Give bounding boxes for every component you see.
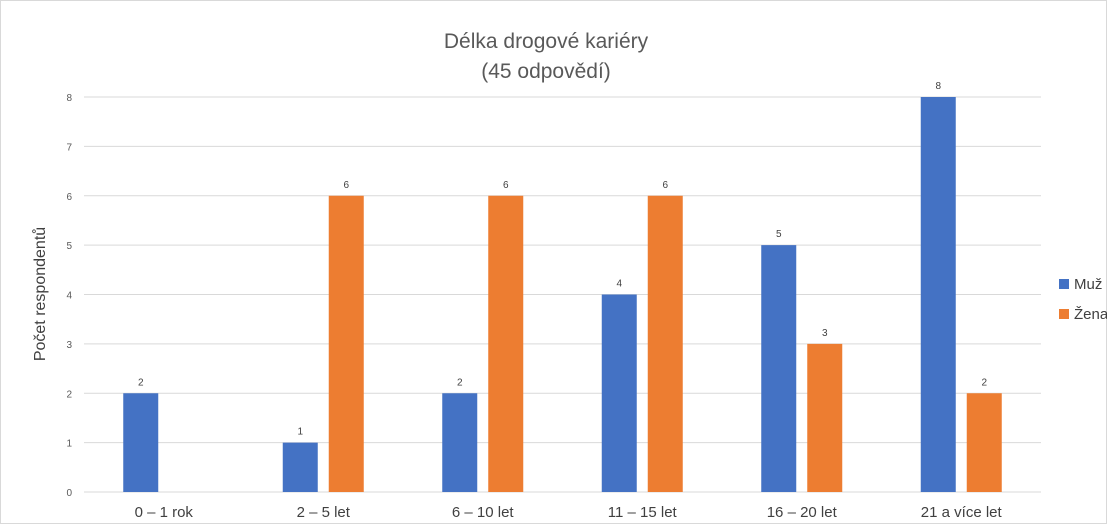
bar xyxy=(601,294,637,492)
legend: Muž Žena xyxy=(1059,276,1107,323)
data-label: 2 xyxy=(981,377,987,388)
y-tick-label: 1 xyxy=(66,439,72,450)
y-tick-label: 5 xyxy=(66,241,72,252)
y-tick-label: 8 xyxy=(66,93,72,104)
data-label: 8 xyxy=(935,81,941,92)
y-tick-label: 0 xyxy=(66,488,72,499)
y-tick-label: 7 xyxy=(66,142,72,153)
y-axis-ticks: 0 1 2 3 4 5 6 7 8 xyxy=(66,93,72,499)
x-tick-label: 21 a více let xyxy=(921,504,1003,521)
data-label: 4 xyxy=(616,279,622,290)
bar xyxy=(647,195,683,492)
x-tick-label: 0 – 1 rok xyxy=(135,504,194,521)
data-label: 2 xyxy=(457,377,463,388)
y-axis-label: Počet respondentů xyxy=(31,227,49,361)
legend-label-muz: Muž xyxy=(1074,276,1102,293)
y-tick-label: 2 xyxy=(66,389,72,400)
chart-subtitle: (45 odpovědí) xyxy=(481,60,611,83)
x-axis-ticks: 0 – 1 rok 2 – 5 let 6 – 10 let 11 – 15 let 1… xyxy=(135,504,1003,521)
bar xyxy=(761,245,797,492)
bar xyxy=(123,393,159,492)
y-tick-label: 6 xyxy=(66,192,72,203)
legend-swatch-muz xyxy=(1059,279,1069,289)
data-label: 6 xyxy=(662,180,668,191)
data-label: 1 xyxy=(297,427,303,438)
data-labels: 2 1 6 2 6 4 6 5 3 8 2 xyxy=(138,81,988,438)
legend-swatch-zena xyxy=(1059,309,1069,319)
y-tick-label: 4 xyxy=(66,291,72,302)
x-tick-label: 6 – 10 let xyxy=(452,504,515,521)
data-label: 2 xyxy=(138,377,144,388)
bar xyxy=(488,195,524,492)
x-tick-label: 16 – 20 let xyxy=(767,504,838,521)
bar xyxy=(442,393,478,492)
data-label: 6 xyxy=(343,180,349,191)
bar xyxy=(920,97,956,492)
data-label: 5 xyxy=(776,229,782,240)
bar xyxy=(328,195,364,492)
bars xyxy=(123,97,1002,492)
chart-title: Délka drogové kariéry xyxy=(444,30,649,53)
bar xyxy=(282,442,318,492)
legend-label-zena: Žena xyxy=(1074,306,1107,323)
data-label: 3 xyxy=(822,328,828,339)
bar xyxy=(807,343,843,492)
x-tick-label: 11 – 15 let xyxy=(608,504,678,521)
data-label: 6 xyxy=(503,180,509,191)
x-tick-label: 2 – 5 let xyxy=(297,504,351,521)
y-tick-label: 3 xyxy=(66,340,72,351)
gridlines xyxy=(84,96,1041,493)
bar xyxy=(966,393,1002,492)
